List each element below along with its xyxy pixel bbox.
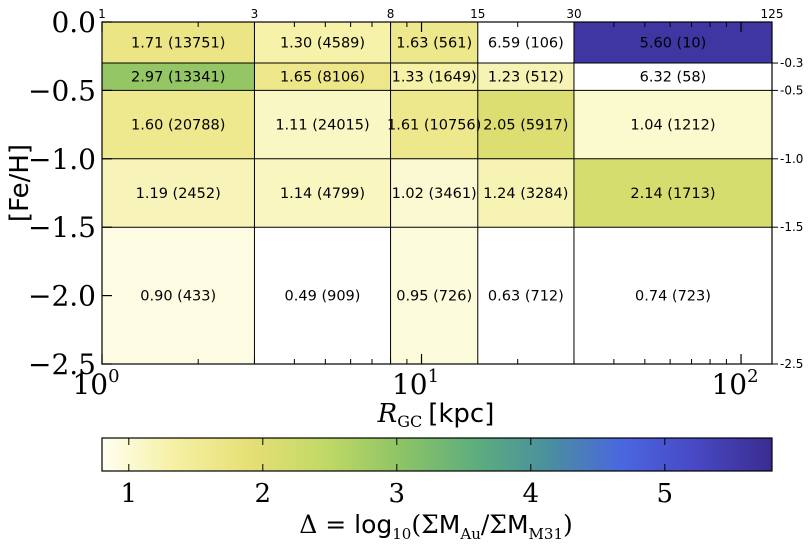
heatmap-cell-label: 1.24 (3284) bbox=[483, 186, 568, 202]
heatmap-cell bbox=[573, 63, 772, 91]
x-bin-edge-label: 125 bbox=[761, 7, 784, 21]
heatmap-cell-label: 0.74 (723) bbox=[635, 289, 711, 305]
x-axis-label-unit: [kpc] bbox=[428, 399, 494, 429]
y-bin-edge-label: -1.0 bbox=[780, 152, 803, 166]
heatmap-cell bbox=[102, 90, 255, 159]
heatmap-cell-label: 1.65 (8106) bbox=[280, 70, 365, 86]
heatmap-cell-label: 1.19 (2452) bbox=[136, 186, 221, 202]
heatmap-cell bbox=[254, 22, 391, 64]
heatmap-cell bbox=[102, 227, 255, 364]
y-tick-label: 0.0 bbox=[51, 6, 96, 39]
heatmap-cell bbox=[390, 22, 478, 64]
plot-frame bbox=[101, 21, 773, 365]
y-tick-label: −1.5 bbox=[28, 211, 96, 244]
x-tick-label: 102 bbox=[711, 366, 758, 401]
heatmap-cell-label: 1.23 (512) bbox=[488, 70, 564, 86]
heatmap-cell-label: 1.33 (1649) bbox=[392, 70, 477, 86]
axes: 1 3 8 15 30 125 -0.3 -0.5 -1.0 -1.5 -2.5 100 101 102 0… bbox=[28, 6, 803, 401]
y-tick-label: −1.0 bbox=[28, 143, 96, 176]
heatmap-cell bbox=[477, 90, 574, 159]
heatmap-cell-label: 0.63 (712) bbox=[488, 289, 564, 305]
heatmap-cell-label: 2.05 (5917) bbox=[483, 118, 568, 134]
heatmap-cell bbox=[102, 158, 255, 228]
colorbar-tick-label: 4 bbox=[523, 479, 540, 509]
heatmap-cell bbox=[254, 63, 391, 91]
heatmap-cell-label: 1.11 (24015) bbox=[275, 118, 369, 134]
x-bin-edge-label: 1 bbox=[98, 7, 106, 21]
x-bin-edge-label: 3 bbox=[251, 7, 259, 21]
x-axis-label-symbol: R bbox=[377, 399, 398, 429]
x-tick-label: 101 bbox=[392, 366, 439, 401]
heatmap-cell-label: 1.61 (10756) bbox=[387, 118, 481, 134]
y-tick-label: −0.5 bbox=[28, 74, 96, 107]
heatmap-cell-label: 1.04 (1212) bbox=[630, 118, 715, 134]
y-bin-edge-label: -0.3 bbox=[780, 56, 803, 70]
heatmap-cell bbox=[254, 227, 391, 364]
y-tick-label: −2.0 bbox=[28, 280, 96, 313]
heatmap-cell-label: 0.90 (433) bbox=[140, 289, 216, 305]
heatmap-cell-label: 6.59 (106) bbox=[488, 36, 564, 52]
x-tick-label: 100 bbox=[72, 366, 119, 401]
y-bin-edge-label: -0.5 bbox=[780, 83, 803, 97]
heatmap-cell-label: 1.14 (4799) bbox=[280, 186, 365, 202]
heatmap-cell-label: 5.60 (10) bbox=[640, 36, 707, 52]
heatmap-cell bbox=[390, 90, 478, 159]
colorbar-tick-label: 5 bbox=[657, 479, 674, 509]
colorbar-gradient bbox=[101, 437, 773, 472]
heatmap-cell bbox=[477, 227, 574, 364]
plot-border bbox=[101, 21, 773, 365]
heatmap-cell bbox=[573, 158, 772, 228]
x-axis-label: RGC [kpc] bbox=[377, 399, 495, 431]
heatmap-cell bbox=[102, 63, 255, 91]
colorbar-label: Δ = log10(ΣMAu/ΣMM31) bbox=[299, 510, 573, 543]
heatmap-cell bbox=[573, 90, 772, 159]
heatmap-cell bbox=[390, 227, 478, 364]
y-tick-label: −2.5 bbox=[28, 348, 96, 381]
heatmap-cell bbox=[573, 22, 772, 64]
heatmap-cell bbox=[390, 63, 478, 91]
y-bin-edge-label: -2.5 bbox=[780, 357, 803, 371]
colorbar-tick-label: 3 bbox=[389, 479, 406, 509]
heatmap-cells bbox=[102, 22, 772, 364]
heatmap-cell bbox=[254, 90, 391, 159]
heatmap-cell bbox=[390, 158, 478, 228]
colorbar-tick-label: 1 bbox=[121, 479, 138, 509]
heatmap-cell-label: 1.60 (20788) bbox=[131, 118, 225, 134]
x-bin-edge-label: 30 bbox=[566, 7, 581, 21]
heatmap-cell bbox=[477, 22, 574, 64]
heatmap-cell bbox=[477, 63, 574, 91]
heatmap-cell-label: 0.95 (726) bbox=[396, 289, 472, 305]
heatmap-cell-label: 0.49 (909) bbox=[285, 289, 361, 305]
heatmap-cell-label: 1.71 (13751) bbox=[131, 36, 225, 52]
heatmap-cell-label: 1.30 (4589) bbox=[280, 36, 365, 52]
heatmap-cell bbox=[477, 158, 574, 228]
x-axis-label-subscript: GC bbox=[397, 412, 422, 431]
heatmap-cell-label: 1.02 (3461) bbox=[392, 186, 477, 202]
y-axis-label: [Fe/H] bbox=[5, 144, 35, 222]
heatmap-cell bbox=[573, 227, 772, 364]
heatmap-cell bbox=[102, 22, 255, 64]
heatmap-cell-label: 2.14 (1713) bbox=[630, 186, 715, 202]
y-bin-edge-label: -1.5 bbox=[780, 220, 803, 234]
heatmap-cell-label: 1.63 (561) bbox=[396, 36, 472, 52]
heatmap-cell-labels: 1.71 (13751) 1.30 (4589) 1.63 (561) 6.59 (1… bbox=[131, 36, 715, 305]
x-bin-edge-label: 8 bbox=[387, 7, 395, 21]
heatmap-cell bbox=[254, 158, 391, 228]
colorbar-tick-label: 2 bbox=[255, 479, 272, 509]
heatmap-cell-label: 2.97 (13341) bbox=[131, 70, 225, 86]
x-bin-edge-label: 15 bbox=[470, 7, 485, 21]
colorbar: 1 2 3 4 5 Δ = log10(ΣMAu/ΣMM31) bbox=[101, 437, 773, 543]
heatmap-cell-label: 6.32 (58) bbox=[640, 70, 707, 86]
